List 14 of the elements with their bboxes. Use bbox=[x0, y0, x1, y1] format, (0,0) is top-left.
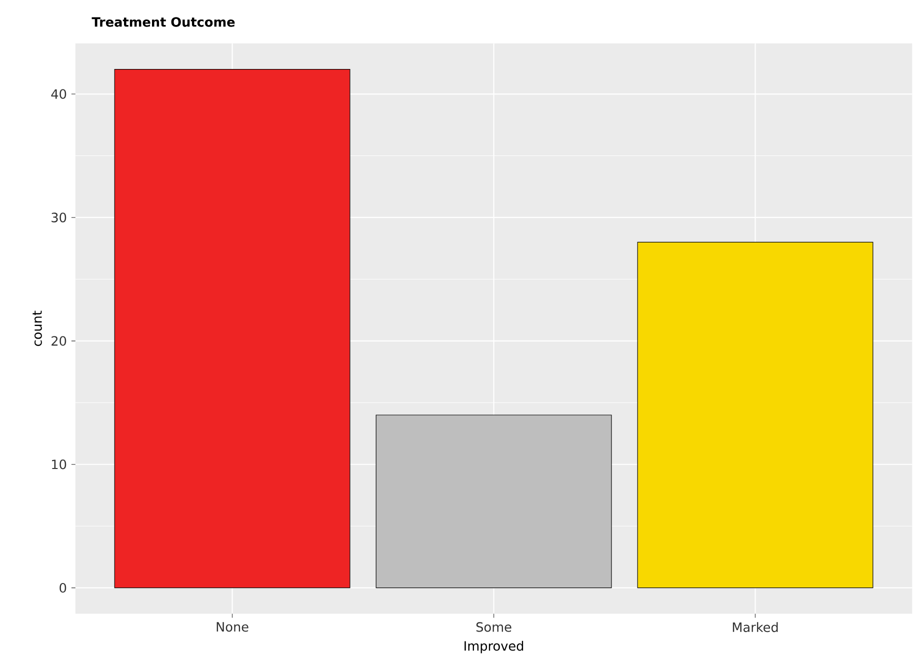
y-axis-title: count bbox=[32, 310, 42, 346]
y-tick-label: 30 bbox=[52, 212, 66, 222]
y-tick-label: 0 bbox=[60, 582, 66, 593]
x-tick-label: None bbox=[216, 622, 248, 632]
bar bbox=[114, 69, 350, 588]
chart-title: Treatment Outcome bbox=[92, 17, 235, 27]
x-tick-label: Marked bbox=[732, 622, 778, 632]
x-axis-title: Improved bbox=[464, 640, 524, 654]
y-tick-label: 40 bbox=[51, 89, 66, 99]
bar bbox=[637, 242, 874, 588]
y-tick-label: 10 bbox=[52, 459, 66, 470]
y-tick-label: 20 bbox=[52, 336, 66, 346]
x-tick-label: Some bbox=[476, 622, 512, 632]
bar bbox=[376, 414, 612, 588]
